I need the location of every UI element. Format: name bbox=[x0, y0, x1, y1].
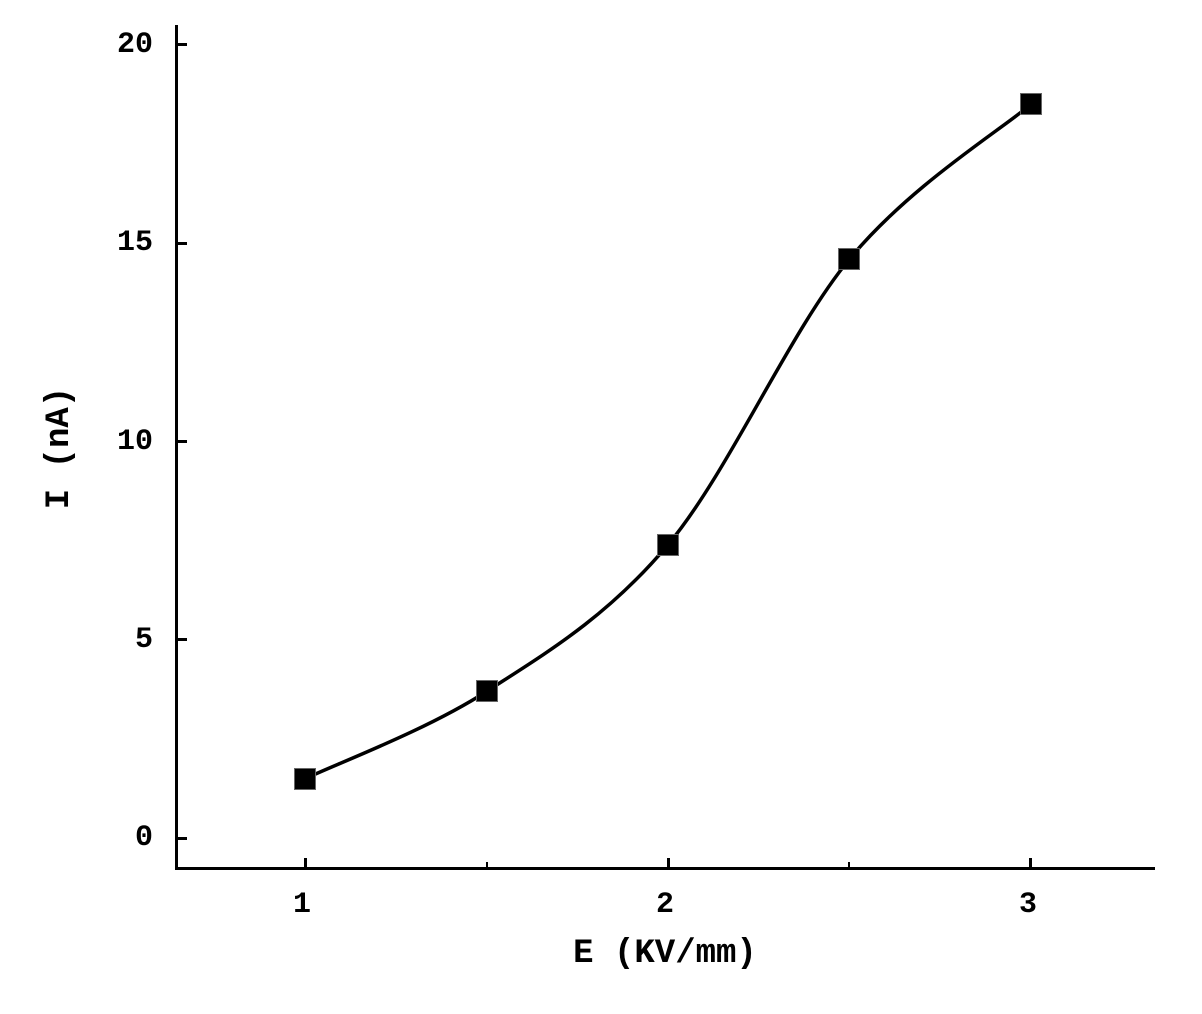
x-minor-tick bbox=[848, 862, 850, 870]
y-tick bbox=[175, 837, 187, 840]
data-marker bbox=[838, 248, 860, 270]
x-axis-label: E (KV/mm) bbox=[573, 935, 757, 973]
plot-area bbox=[175, 25, 1155, 870]
y-tick bbox=[175, 242, 187, 245]
y-tick-label: 10 bbox=[117, 425, 153, 459]
x-tick bbox=[667, 858, 670, 870]
chart-container: E (KV/mm) I (nA) 1 2 3 0 5 10 15 20 bbox=[0, 0, 1202, 1014]
x-tick bbox=[1029, 858, 1032, 870]
line-curve bbox=[178, 25, 1155, 867]
x-tick-label: 2 bbox=[656, 888, 674, 922]
x-tick bbox=[304, 858, 307, 870]
y-tick-label: 5 bbox=[135, 623, 153, 657]
y-tick bbox=[175, 43, 187, 46]
y-tick-label: 15 bbox=[117, 226, 153, 260]
data-marker bbox=[476, 680, 498, 702]
x-tick-label: 3 bbox=[1019, 888, 1037, 922]
data-marker bbox=[294, 768, 316, 790]
x-tick-label: 1 bbox=[293, 888, 311, 922]
y-tick-label: 20 bbox=[117, 28, 153, 62]
data-marker bbox=[657, 534, 679, 556]
y-axis-label: I (nA) bbox=[41, 386, 79, 508]
y-tick bbox=[175, 440, 187, 443]
y-tick bbox=[175, 638, 187, 641]
data-marker bbox=[1020, 93, 1042, 115]
x-minor-tick bbox=[486, 862, 488, 870]
y-tick-label: 0 bbox=[135, 821, 153, 855]
